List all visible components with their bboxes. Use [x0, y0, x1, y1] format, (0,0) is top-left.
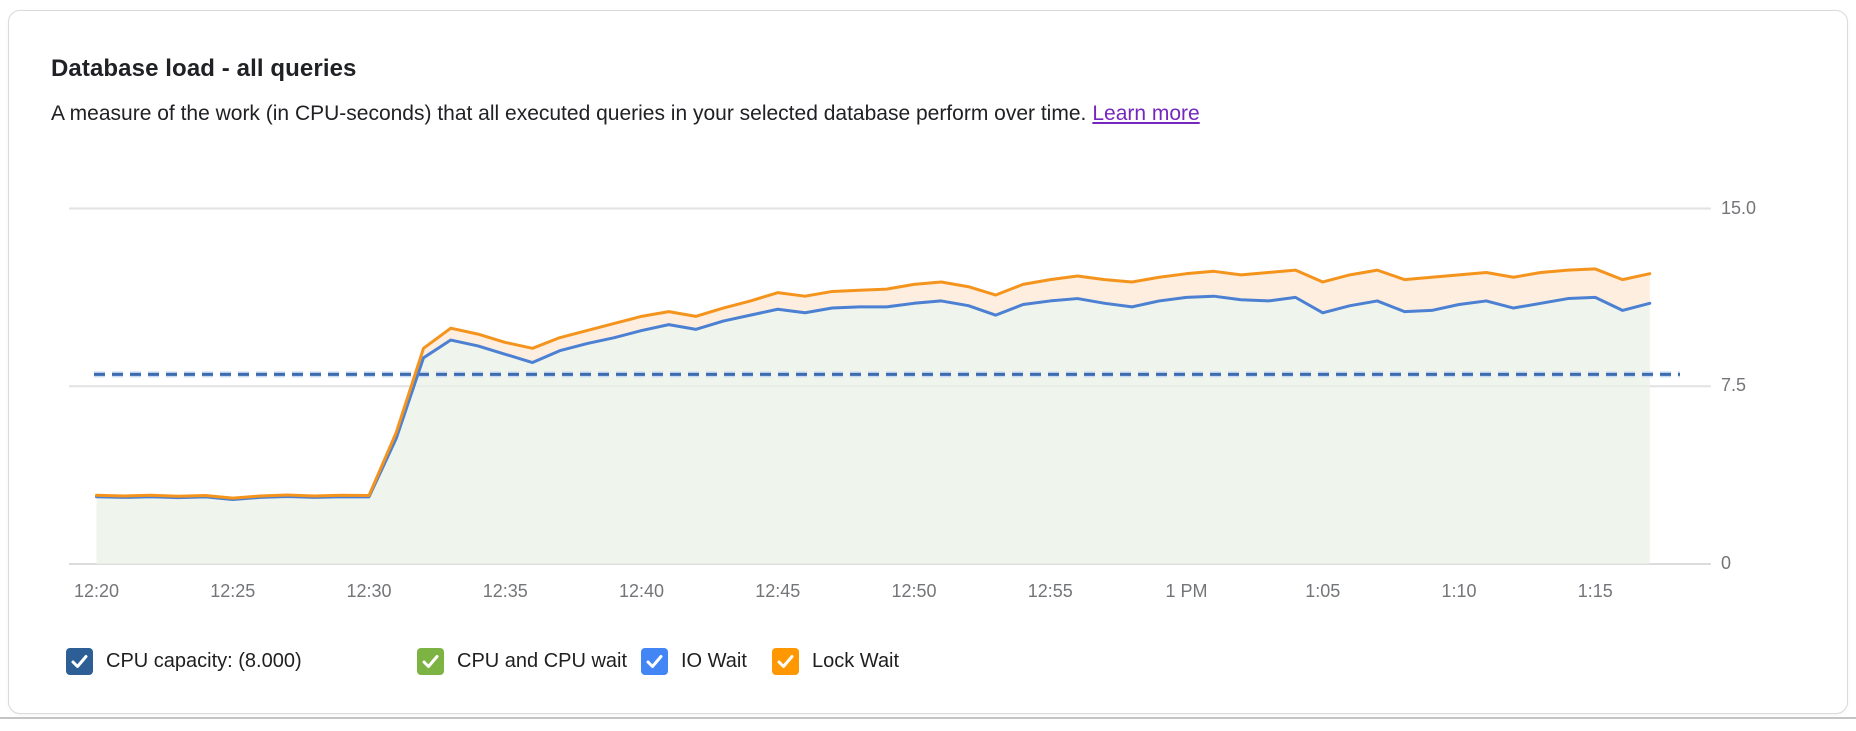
x-tick-label: 1:05	[1305, 581, 1341, 601]
x-tick-label: 12:40	[618, 581, 665, 601]
y-tick-label: 0	[1721, 553, 1732, 573]
y-tick-label: 7.5	[1721, 375, 1747, 396]
legend-label-cpu-capacity: CPU capacity: (8.000)	[106, 650, 302, 672]
legend-item-lock-wait[interactable]: Lock Wait	[772, 648, 899, 675]
database-load-chart[interactable]	[9, 11, 1856, 731]
x-tick-label: 1 PM	[1165, 581, 1208, 601]
legend-label-io-wait: IO Wait	[681, 650, 747, 672]
x-tick-label: 12:50	[891, 581, 937, 601]
y-tick-label: 15.0	[1721, 197, 1757, 218]
legend-checkbox-io-wait[interactable]	[641, 648, 668, 675]
grid-overlay	[69, 207, 1711, 565]
x-tick-label: 12:25	[210, 581, 256, 601]
legend-item-io-wait[interactable]: IO Wait	[641, 648, 747, 675]
page-subtitle: A measure of the work (in CPU-seconds) t…	[51, 102, 1200, 126]
legend-checkbox-cpu-and-cpu-wait[interactable]	[417, 648, 444, 675]
database-load-card: Database load - all queries A measure of…	[8, 10, 1848, 714]
learn-more-link[interactable]: Learn more	[1092, 102, 1200, 125]
lock-wait-line	[95, 267, 1652, 500]
legend-checkbox-cpu-capacity[interactable]	[66, 648, 93, 675]
check-icon	[777, 655, 794, 668]
x-tick-label: 12:55	[1027, 581, 1073, 601]
legend-item-cpu-capacity[interactable]: CPU capacity: (8.000)	[66, 648, 302, 675]
legend-item-cpu-and-cpu-wait[interactable]: CPU and CPU wait	[417, 648, 627, 675]
check-icon	[646, 655, 663, 668]
bottom-divider	[0, 717, 1856, 719]
check-icon	[422, 655, 439, 668]
page-title: Database load - all queries	[51, 55, 357, 82]
check-icon	[71, 655, 88, 668]
cpu-wait-area-fill	[96, 296, 1650, 564]
x-tick-label: 12:35	[482, 581, 528, 601]
x-tick-label: 1:15	[1577, 581, 1613, 601]
x-tick-label: 12:20	[73, 581, 120, 601]
legend-checkbox-lock-wait[interactable]	[772, 648, 799, 675]
legend-label-cpu-and-cpu-wait: CPU and CPU wait	[457, 650, 628, 672]
x-tick-label: 1:10	[1441, 581, 1477, 601]
legend-label-lock-wait: Lock Wait	[812, 650, 900, 672]
x-tick-label: 12:30	[346, 581, 392, 601]
lock-wait-area-fill	[96, 268, 1650, 500]
x-tick-label: 12:45	[755, 581, 801, 601]
subtitle-text: A measure of the work (in CPU-seconds) t…	[51, 102, 1087, 125]
